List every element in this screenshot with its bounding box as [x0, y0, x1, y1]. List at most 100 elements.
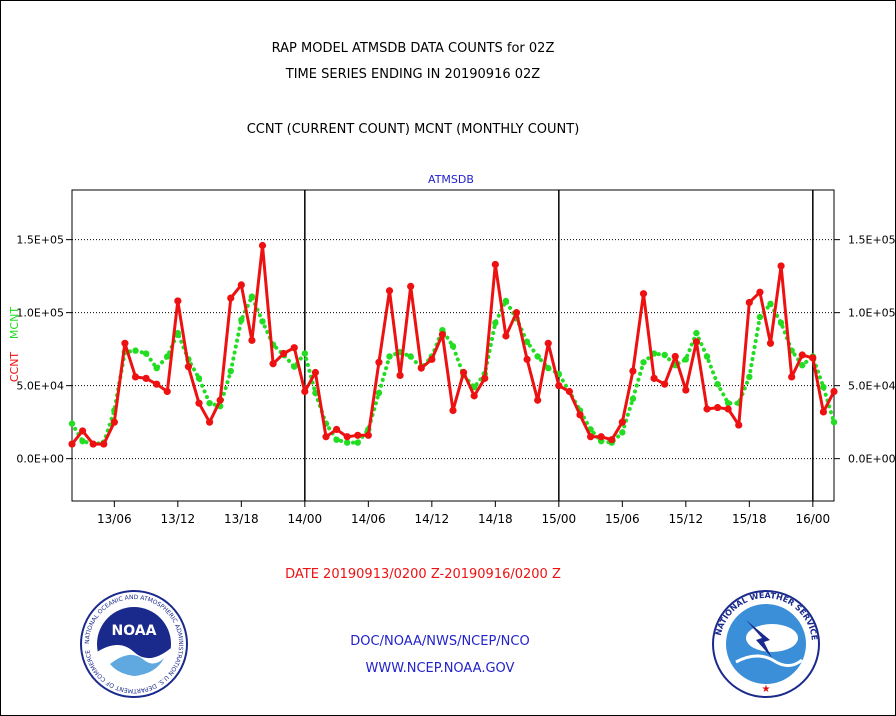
- ccnt-point: [819, 408, 828, 416]
- x-tick-label: 15/18: [732, 512, 767, 526]
- ccnt-point: [544, 339, 552, 347]
- ccnt-point: [258, 241, 267, 250]
- ccnt-point: [756, 288, 764, 296]
- ccnt-point: [227, 294, 235, 302]
- chart-title-line2: TIME SERIES ENDING IN 20190916 02Z: [285, 67, 541, 82]
- mcnt-point: [449, 343, 457, 350]
- mcnt-point: [206, 399, 213, 407]
- ccnt-point: [586, 433, 595, 441]
- mcnt-point: [291, 363, 298, 370]
- ccnt-point: [322, 433, 330, 441]
- ccnt-point: [629, 367, 637, 375]
- ccnt-point: [682, 386, 690, 394]
- ccnt-point: [354, 431, 362, 439]
- ccnt-point: [396, 371, 404, 380]
- ccnt-point: [438, 330, 447, 339]
- ccnt-point: [195, 399, 203, 407]
- ccnt-point: [650, 374, 658, 382]
- ccnt-point: [491, 260, 499, 269]
- y-tick-label-right: 0.0E+00: [848, 453, 896, 466]
- mcnt-point: [799, 362, 806, 369]
- ccnt-point: [100, 440, 108, 448]
- x-tick-label: 15/12: [669, 512, 704, 526]
- x-axis-ticks: 13/06 13/12 13/18 14/00 14/06 14/12 14/18 15/00…: [97, 501, 830, 526]
- ccnt-point: [68, 440, 76, 448]
- mcnt-point: [767, 300, 774, 308]
- mcnt-point: [301, 350, 309, 357]
- ccnt-point: [428, 355, 436, 363]
- ccnt-point: [385, 287, 394, 295]
- mcnt-point: [142, 350, 150, 357]
- y-tick-label-left: 0.0E+00: [16, 453, 64, 466]
- ccnt-point: [417, 364, 425, 372]
- nws-logo: NATIONAL WEATHER SERVICE ★: [712, 590, 820, 698]
- ccnt-point: [248, 336, 256, 344]
- mcnt-point: [227, 367, 234, 375]
- mcnt-point: [682, 356, 690, 363]
- ccnt-point: [153, 380, 161, 388]
- grid-lines: [72, 239, 834, 460]
- x-tick-label: 15/06: [605, 512, 640, 526]
- left-axis-label-ccnt: CCNT: [8, 352, 21, 383]
- ccnt-point: [481, 374, 489, 382]
- mcnt-point: [746, 373, 753, 381]
- ccnt-point: [470, 392, 478, 400]
- ccnt-point: [163, 387, 171, 396]
- mcnt-point: [619, 429, 626, 436]
- ccnt-point: [618, 418, 626, 426]
- x-tick-label: 14/18: [478, 512, 513, 526]
- y-tick-label-left: 1.0E+05: [16, 307, 64, 320]
- org-line[interactable]: DOC/NOAA/NWS/NCEP/NCO: [350, 634, 529, 649]
- mcnt-point: [174, 329, 182, 337]
- ccnt-point: [142, 374, 150, 382]
- ccnt-point: [735, 421, 743, 429]
- ccnt-point: [407, 282, 415, 290]
- ccnt-point: [534, 396, 542, 404]
- ccnt-point: [565, 387, 574, 396]
- ccnt-point: [280, 349, 288, 358]
- y-tick-label-right: 1.0E+05: [848, 307, 896, 320]
- x-tick-label: 14/12: [415, 512, 450, 526]
- ccnt-point: [777, 262, 785, 270]
- mcnt-point: [238, 316, 245, 324]
- mcnt-point: [545, 364, 552, 372]
- mcnt-point: [248, 293, 256, 300]
- nws-star-icon: ★: [762, 684, 771, 695]
- left-axis-label: CCNT MCNT: [8, 307, 21, 382]
- noaa-logo: NOAA NATIONAL OCEANIC AND ATMOSPHERIC AD…: [80, 590, 188, 698]
- ccnt-point: [131, 373, 140, 381]
- mcnt-point: [79, 437, 86, 445]
- url-line[interactable]: WWW.NCEP.NOAA.GOV: [366, 661, 515, 676]
- x-tick-label: 13/12: [161, 512, 196, 526]
- ccnt-point: [809, 354, 817, 362]
- y-tick-label-right: 5.0E+04: [848, 380, 896, 393]
- day-boundary-lines: [304, 190, 814, 501]
- mcnt-point: [132, 347, 139, 354]
- ccnt-point: [512, 309, 521, 317]
- noaa-logo-text: NOAA: [112, 623, 157, 639]
- plot-border: [71, 189, 835, 502]
- ccnt-point: [703, 405, 711, 413]
- mcnt-point: [629, 395, 637, 402]
- mcnt-point: [756, 313, 764, 321]
- ccnt-point: [449, 406, 457, 415]
- mcnt-point: [714, 380, 721, 388]
- ccnt-point: [375, 358, 383, 366]
- ccnt-point: [301, 387, 309, 396]
- mcnt-point: [534, 353, 541, 360]
- mcnt-point: [343, 439, 351, 446]
- x-tick-label: 15/00: [542, 512, 577, 526]
- mcnt-point: [333, 436, 340, 443]
- ccnt-point: [713, 403, 722, 412]
- y-axis-ticks: 0.0E+00 5.0E+04 1.0E+05 1.5E+05 0.0E+00 5.0E+…: [16, 234, 895, 466]
- ccnt-point: [89, 440, 97, 448]
- ccnt-point: [671, 352, 679, 361]
- ccnt-point: [576, 411, 584, 419]
- y-tick-label-left: 5.0E+04: [16, 380, 64, 393]
- mcnt-point: [164, 353, 171, 360]
- ccnt-point: [205, 418, 214, 426]
- series-ccnt: [68, 241, 838, 448]
- mcnt-point: [502, 297, 510, 305]
- ccnt-point: [692, 338, 701, 346]
